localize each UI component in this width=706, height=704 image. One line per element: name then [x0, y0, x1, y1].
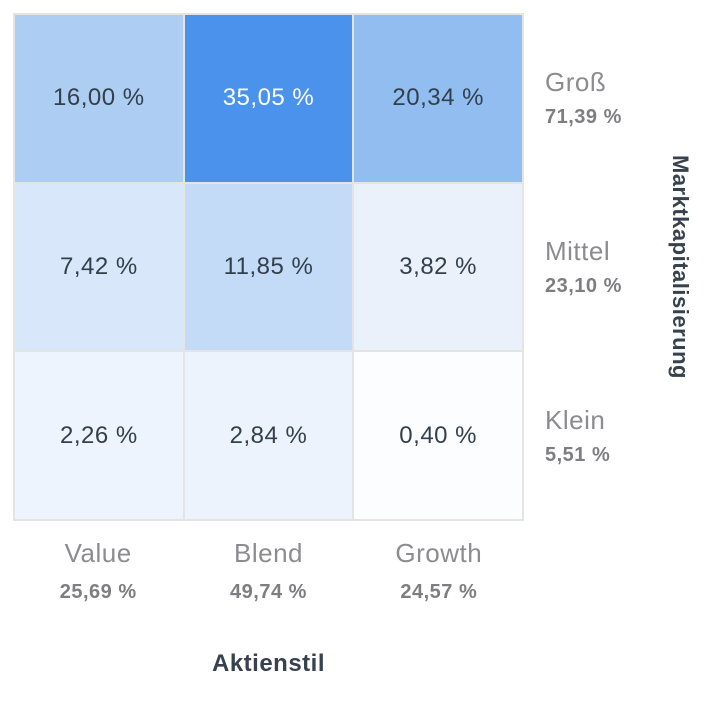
column-total-text: 49,74 % — [230, 581, 307, 603]
row-axis-labels: Groß 71,39 % Mittel 23,10 % Klein 5,51 % — [545, 13, 657, 521]
heatmap-cell-klein-growth[interactable]: 0,40 % — [354, 352, 522, 519]
row-label-gross: Groß 71,39 % — [545, 13, 657, 182]
column-label-value: Value 25,69 % — [13, 538, 183, 604]
column-label-text: Blend — [233, 538, 303, 568]
row-total-text: 23,10 % — [545, 274, 622, 297]
heatmap-grid: 16,00 % 35,05 % 20,34 % 7,42 % 11,85 % 3… — [13, 13, 524, 521]
heatmap-cell-gross-blend[interactable]: 35,05 % — [184, 15, 353, 182]
row-label-text: Groß — [545, 66, 607, 97]
heatmap-cell-klein-value[interactable]: 2,26 % — [15, 352, 183, 519]
column-axis-labels: Value 25,69 % Blend 49,74 % Growth 24,57… — [13, 538, 524, 604]
heatmap-cell-mittel-blend[interactable]: 11,85 % — [184, 183, 353, 351]
x-axis-title: Aktienstil — [211, 650, 326, 677]
heatmap-cell-klein-blend[interactable]: 2,84 % — [184, 352, 353, 519]
row-total-text: 71,39 % — [545, 105, 622, 128]
column-total-text: 24,57 % — [400, 581, 478, 603]
column-total-text: 25,69 % — [59, 581, 137, 603]
heatmap-cell-gross-growth[interactable]: 20,34 % — [354, 15, 522, 182]
row-label-mittel: Mittel 23,10 % — [545, 182, 657, 351]
column-label-text: Growth — [395, 538, 483, 568]
row-label-klein: Klein 5,51 % — [545, 352, 657, 521]
row-total-text: 5,51 % — [545, 444, 611, 467]
heatmap-cell-mittel-value[interactable]: 7,42 % — [15, 183, 183, 351]
row-label-text: Klein — [545, 405, 606, 436]
column-label-growth: Growth 24,57 % — [354, 538, 524, 604]
y-axis-title: Marktkapitalisierung — [668, 155, 693, 379]
heatmap-cell-mittel-growth[interactable]: 3,82 % — [354, 183, 522, 351]
column-label-text: Value — [64, 538, 132, 568]
row-label-text: Mittel — [545, 235, 611, 266]
column-label-blend: Blend 49,74 % — [183, 538, 353, 604]
heatmap-cell-gross-value[interactable]: 16,00 % — [15, 15, 183, 182]
